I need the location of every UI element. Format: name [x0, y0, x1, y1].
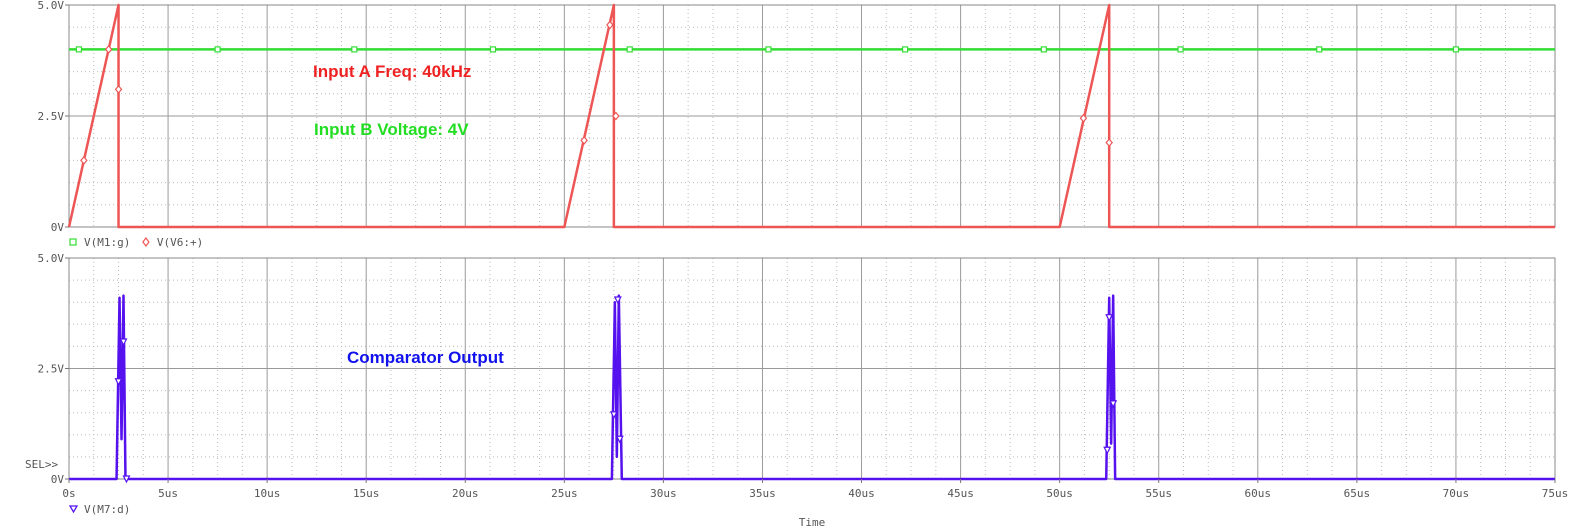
series-marker: [765, 46, 772, 53]
y-tick-label: 0V: [51, 473, 65, 486]
annotation-input-b: Input B Voltage: 4V: [314, 120, 469, 139]
series-marker: [1177, 46, 1184, 53]
x-tick-label: 20us: [452, 487, 479, 500]
x-tick-labels: 0s 5us 10us 15us 20us 25us 30us 35us 40us 45us 50u…: [62, 479, 1568, 500]
series-marker: [902, 46, 909, 53]
series-marker: [351, 46, 358, 53]
series-marker: [122, 475, 131, 484]
series-marker: [606, 20, 614, 30]
series-marker: [114, 378, 123, 387]
legend-item[interactable]: V(M7:d): [84, 503, 130, 516]
bottom-y-tick-labels: 0V 2.5V 5.0V: [38, 252, 69, 486]
x-tick-label: 65us: [1344, 487, 1371, 500]
top-series: [67, 3, 1555, 229]
series-marker: [119, 338, 128, 347]
series-marker: [1103, 446, 1112, 455]
x-tick-label: 55us: [1145, 487, 1172, 500]
series-marker: [615, 435, 624, 444]
series-marker: [612, 111, 620, 121]
top-grid: [68, 4, 1556, 228]
series-marker: [75, 46, 83, 53]
x-tick-label: 35us: [749, 487, 776, 500]
bottom-series: [69, 294, 1555, 484]
series-marker: [1105, 314, 1114, 323]
y-tick-label: 5.0V: [38, 252, 65, 265]
x-tick-label: 75us: [1542, 487, 1569, 500]
x-tick-label: 15us: [353, 487, 380, 500]
annotation-comparator: Comparator Output: [347, 348, 504, 367]
x-axis-label: Time: [799, 516, 826, 529]
series-marker: [1452, 46, 1460, 53]
x-tick-label: 5us: [158, 487, 178, 500]
series-marker: [1040, 46, 1047, 53]
series-marker: [489, 46, 497, 53]
bottom-grid: [68, 257, 1556, 480]
legend-item[interactable]: V(M1:g): [84, 236, 130, 249]
series-marker: [580, 135, 588, 145]
series-marker: [1079, 113, 1088, 123]
x-tick-label: 10us: [254, 487, 281, 500]
series-line: [69, 294, 1555, 481]
x-tick-label: 50us: [1046, 487, 1073, 500]
annotation-input-a: Input A Freq: 40kHz: [313, 62, 471, 81]
series-marker: [626, 46, 633, 53]
y-tick-label: 2.5V: [38, 363, 65, 376]
x-tick-label: 70us: [1443, 487, 1470, 500]
x-tick-label: 45us: [947, 487, 974, 500]
series-marker: [609, 411, 618, 420]
series-marker: [1105, 138, 1113, 148]
series-marker: [214, 46, 221, 53]
x-tick-label: 40us: [848, 487, 875, 500]
series-marker: [80, 155, 88, 165]
x-tick-label: 0s: [62, 487, 75, 500]
x-tick-label: 60us: [1245, 487, 1272, 500]
y-tick-label: 0V: [51, 221, 65, 234]
series-marker: [114, 84, 123, 94]
x-tick-label: 30us: [650, 487, 677, 500]
series-marker: [1109, 400, 1118, 409]
bottom-legend[interactable]: V(M7:d): [68, 503, 130, 516]
top-legend[interactable]: V(M1:g) V(V6:+): [69, 236, 203, 249]
legend-item[interactable]: V(V6:+): [157, 236, 203, 249]
bottom-plot: 0V 2.5V 5.0V Comparator Output SEL>>: [25, 252, 1556, 486]
y-tick-label: 2.5V: [38, 110, 65, 123]
legend-marker: [68, 505, 79, 514]
sel-marker[interactable]: SEL>>: [25, 458, 58, 471]
y-tick-label: 5.0V: [38, 0, 65, 12]
top-y-tick-labels: 0V 2.5V 5.0V: [38, 0, 69, 234]
top-plot: 0V 2.5V 5.0V Input A Freq: 40kHz Input B V…: [38, 0, 1556, 234]
legend-marker: [142, 237, 150, 247]
x-tick-label: 25us: [551, 487, 578, 500]
series-marker: [104, 44, 113, 54]
series-marker: [613, 296, 622, 305]
legend-marker: [69, 238, 77, 246]
series-marker: [1316, 46, 1323, 53]
